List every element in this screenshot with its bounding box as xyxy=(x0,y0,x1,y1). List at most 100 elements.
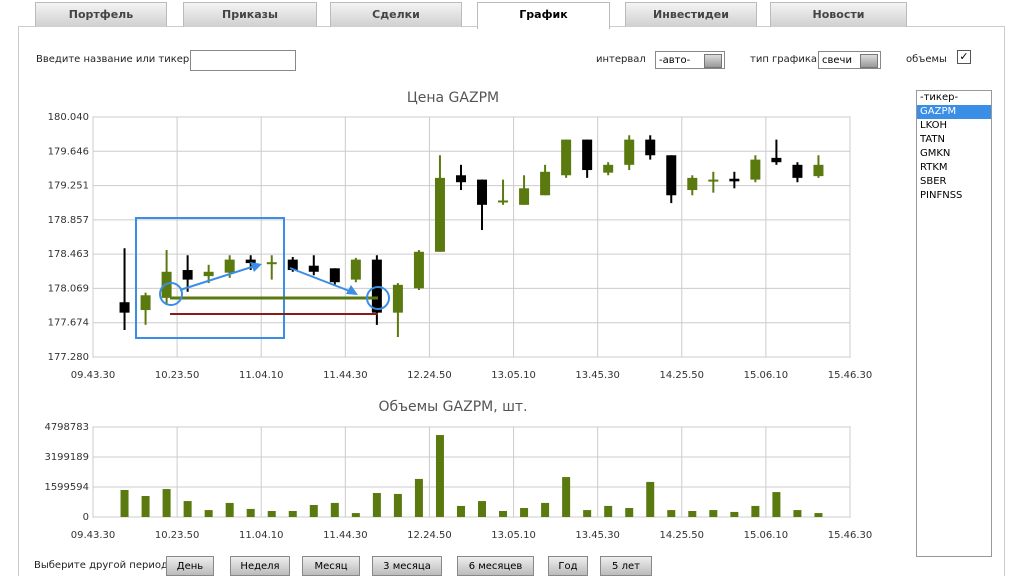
y-tick-label: 178.463 xyxy=(48,249,89,260)
volume-title: Объемы GAZPM, шт. xyxy=(378,399,527,415)
bar xyxy=(751,505,760,517)
candle-body xyxy=(266,262,277,265)
candle-body xyxy=(792,164,803,178)
ticker-list[interactable]: -тикер- GAZPM LKOH TATN GMKN RTKM SBER PINFNSS xyxy=(916,90,992,557)
candle-body xyxy=(645,139,656,156)
bar xyxy=(562,477,571,517)
bar xyxy=(499,510,508,517)
x-tick-label: 11.44.30 xyxy=(323,530,368,541)
x-tick-label: 15.46.30 xyxy=(828,530,873,541)
bar xyxy=(414,478,423,517)
candle-body xyxy=(308,265,319,272)
candle-body xyxy=(813,164,824,177)
bar xyxy=(583,510,592,517)
bar xyxy=(204,510,213,517)
candle-body xyxy=(245,259,256,264)
bar xyxy=(120,489,129,517)
interval-select[interactable]: -авто- xyxy=(655,51,725,69)
y-tick-label: 179.646 xyxy=(48,146,89,157)
bar xyxy=(246,508,255,517)
bar xyxy=(351,513,360,517)
x-tick-label: 11.44.30 xyxy=(323,370,368,381)
bar xyxy=(520,507,529,517)
x-tick-label: 13.45.30 xyxy=(575,530,620,541)
y-tick-label: 0 xyxy=(83,512,89,523)
candle-body xyxy=(455,175,466,183)
price-plot xyxy=(92,116,851,358)
search-input[interactable] xyxy=(190,50,296,71)
y-tick-label: 179.251 xyxy=(48,181,89,192)
bar xyxy=(330,502,339,517)
x-tick-label: 12.24.50 xyxy=(407,370,452,381)
x-tick-label: 11.04.10 xyxy=(239,370,284,381)
x-tick-label: 15.06.10 xyxy=(744,370,789,381)
candle-body xyxy=(519,188,530,205)
x-tick-label: 14.25.50 xyxy=(660,370,705,381)
candle-body xyxy=(477,179,488,205)
candle-body xyxy=(771,157,782,163)
ticker-item[interactable]: TATN xyxy=(920,134,945,145)
bar xyxy=(393,493,402,517)
bar xyxy=(793,510,802,517)
candle-body xyxy=(161,271,172,298)
ticker-item[interactable]: GMKN xyxy=(920,148,951,159)
price-title: Цена GAZPM xyxy=(407,90,499,106)
bar xyxy=(183,501,192,517)
bar xyxy=(667,510,676,517)
candle-body xyxy=(708,179,719,182)
ticker-item[interactable]: RTKM xyxy=(920,162,948,173)
candle-body xyxy=(203,271,214,277)
y-tick-label: 178.857 xyxy=(48,215,89,226)
candle-body xyxy=(224,259,235,273)
candle-body xyxy=(582,139,593,171)
candle-body xyxy=(540,171,551,196)
candle-body xyxy=(371,259,382,313)
candle-body xyxy=(561,139,572,176)
bar xyxy=(456,505,465,517)
tab[interactable]: Инвестидеи xyxy=(625,2,757,27)
interval-value: -авто- xyxy=(659,55,691,66)
candle-body xyxy=(603,164,614,173)
bar xyxy=(541,502,550,517)
tab[interactable]: Сделки xyxy=(330,2,462,27)
ticker-item[interactable]: -тикер- xyxy=(920,92,959,103)
tab[interactable]: Новости xyxy=(770,2,907,27)
x-tick-label: 12.24.50 xyxy=(407,530,452,541)
candle-body xyxy=(750,159,761,180)
ticker-item[interactable]: PINFNSS xyxy=(920,190,963,201)
chart-type-select[interactable]: свечи xyxy=(818,51,881,69)
x-tick-label: 10.23.50 xyxy=(155,530,200,541)
bar xyxy=(162,489,171,517)
candle-body xyxy=(140,295,151,311)
y-tick-label: 178.069 xyxy=(48,283,89,294)
tab[interactable]: Портфель xyxy=(35,2,167,27)
bar xyxy=(772,492,781,517)
ticker-item[interactable]: LKOH xyxy=(920,120,947,131)
bar xyxy=(435,435,444,517)
y-tick-label: 177.674 xyxy=(48,318,89,329)
chart-type-label: тип графика xyxy=(750,54,817,65)
candle-body xyxy=(119,302,130,313)
ticker-item[interactable]: GAZPM xyxy=(917,105,991,119)
x-tick-label: 09.43.30 xyxy=(71,530,116,541)
candle-body xyxy=(413,251,424,289)
candle-body xyxy=(350,259,361,280)
candle-body xyxy=(182,270,193,280)
bar xyxy=(288,510,297,517)
candle-body xyxy=(498,200,509,203)
bar xyxy=(604,505,613,517)
bar xyxy=(730,511,739,517)
x-tick-label: 15.06.10 xyxy=(744,530,789,541)
bar xyxy=(225,502,234,517)
ticker-item[interactable]: SBER xyxy=(920,176,947,187)
y-tick-label: 1599594 xyxy=(44,482,89,493)
bar xyxy=(625,507,634,517)
bar xyxy=(372,492,381,517)
tab[interactable]: График xyxy=(477,2,610,29)
candle-body xyxy=(329,268,340,283)
tab[interactable]: Приказы xyxy=(183,2,317,27)
y-tick-label: 180.040 xyxy=(48,112,89,123)
volumes-checkbox[interactable]: ✓ xyxy=(957,50,971,64)
volume-plot xyxy=(92,426,851,518)
